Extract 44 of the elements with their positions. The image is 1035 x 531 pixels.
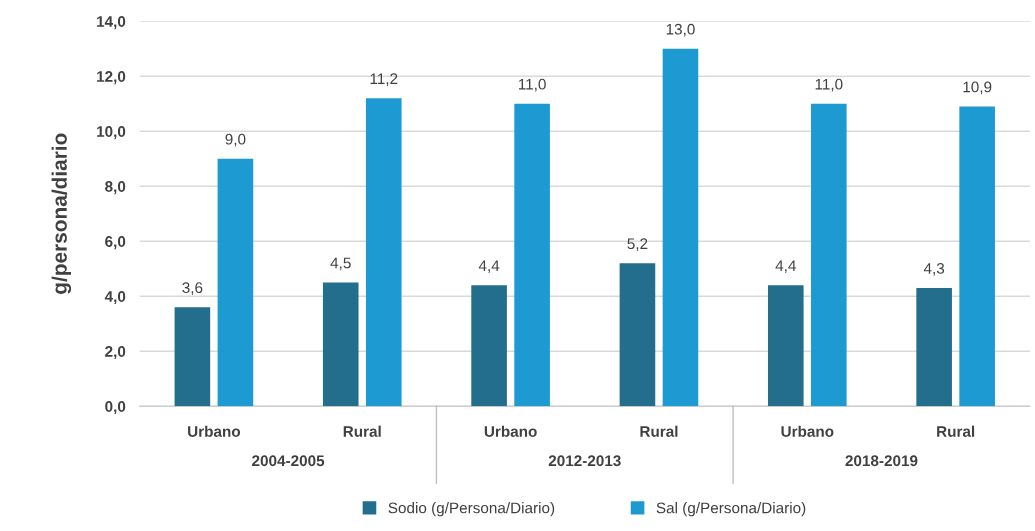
data-label: 13,0 [666, 23, 695, 37]
bar [365, 98, 402, 407]
data-label: 4,4 [775, 260, 796, 273]
legend-label: Sal (g/Persona/Diario) [656, 502, 806, 517]
bar [174, 307, 211, 407]
data-label: 11,2 [370, 73, 398, 86]
data-label: 4,5 [330, 257, 351, 271]
y-tick-label: 14,0 [97, 16, 126, 30]
bar [322, 282, 359, 407]
x-tick-label: Urbano [188, 425, 241, 437]
bar [959, 106, 995, 407]
bar [619, 263, 656, 407]
y-tick-label: 6,0 [105, 236, 126, 250]
y-tick-label: 10,0 [97, 126, 126, 140]
y-axis-title: g/persona/diario [51, 133, 72, 294]
y-tick-label: 2,0 [105, 346, 126, 360]
x-tick-label: Urbano [781, 425, 834, 437]
bar [811, 103, 847, 407]
data-label: 4,3 [923, 263, 945, 276]
data-label: 11,0 [518, 78, 546, 92]
x-tick-label: Rural [937, 425, 975, 437]
y-tick-label: 12,0 [97, 71, 126, 85]
text: 2012-2013 [548, 455, 621, 467]
text: 2004-2005 [252, 455, 325, 467]
x-tick-label: Rural [343, 425, 381, 437]
data-label: 4,4 [478, 260, 500, 273]
y-tick-label: 4,0 [104, 291, 126, 305]
x-tick-label: Urbano [484, 425, 537, 437]
bar [767, 285, 804, 407]
y-tick-label: 0,0 [105, 401, 126, 415]
bar [662, 48, 699, 407]
bar [471, 285, 507, 407]
bar [916, 287, 952, 407]
data-label: 10,9 [963, 81, 992, 95]
data-label: 9,0 [225, 133, 246, 147]
data-label: 11,0 [815, 78, 843, 92]
x-tick-label: Rural [640, 425, 678, 437]
y-tick-label: 8,0 [105, 181, 126, 195]
bar [514, 103, 550, 407]
legend-label: Sodio (g/Persona/Diario) [388, 502, 555, 517]
text: 2018-2019 [845, 455, 918, 467]
data-label: 5,2 [627, 238, 648, 251]
data-label: 3,6 [182, 282, 203, 295]
bar [217, 158, 254, 407]
